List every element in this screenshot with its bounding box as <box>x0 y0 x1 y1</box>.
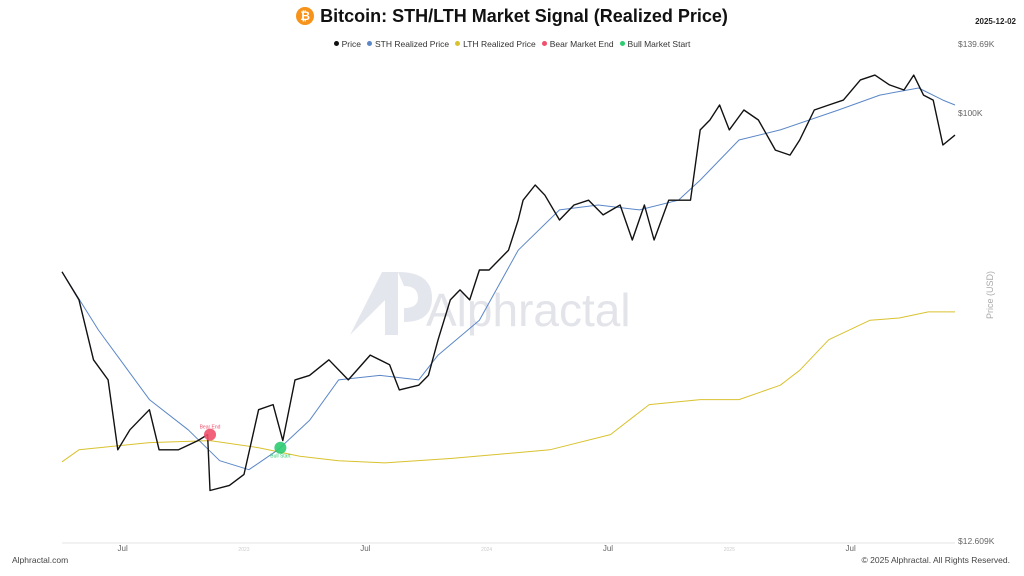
marker-label: Bear End <box>200 425 221 431</box>
watermark-logo <box>350 272 432 335</box>
x-tick-label: 2023 <box>238 547 249 553</box>
legend-item[interactable]: STH Realized Price <box>367 39 449 49</box>
legend-swatch <box>541 41 547 46</box>
legend-item[interactable]: Bear Market End <box>541 39 614 49</box>
watermark-text: Alphractal <box>426 284 631 336</box>
y-tick-label: $12.609K <box>958 536 995 546</box>
footer-site: Alphractal.com <box>12 555 69 565</box>
legend-item[interactable]: LTH Realized Price <box>455 39 536 49</box>
marker-label: Bull Start <box>270 454 291 460</box>
chart-title: ₿ Bitcoin: STH/LTH Market Signal (Realize… <box>0 6 1024 27</box>
x-tick-label: Jul <box>118 544 128 553</box>
legend-label: LTH Realized Price <box>463 39 536 49</box>
chart-date: 2025-12-02 <box>975 17 1016 26</box>
legend-item[interactable]: Price <box>333 39 361 49</box>
legend-label: STH Realized Price <box>375 39 450 49</box>
title-text: Bitcoin: STH/LTH Market Signal (Realized… <box>320 6 728 26</box>
marker-bear-market-end <box>204 428 217 441</box>
series-line-price <box>61 74 956 492</box>
legend-item[interactable]: Bull Market Start <box>619 39 691 49</box>
legend-label: Bear Market End <box>549 39 614 49</box>
x-tick-label: 2025 <box>724 547 735 553</box>
y-tick-label: $100K <box>958 108 983 118</box>
footer-copyright: © 2025 Alphractal. All Rights Reserved. <box>861 555 1010 565</box>
y-tick-label: $139.69K <box>958 39 995 49</box>
legend-label: Bull Market Start <box>627 39 691 49</box>
legend-swatch <box>333 41 339 46</box>
bitcoin-icon: ₿ <box>296 7 315 25</box>
legend-swatch <box>367 41 372 46</box>
x-tick-label: 2024 <box>481 547 492 553</box>
x-tick-label: Jul <box>603 544 613 553</box>
legend-label: Price <box>341 39 361 49</box>
series-line-sth-realized-price <box>61 87 956 471</box>
x-tick-label: Jul <box>846 544 856 553</box>
legend-swatch <box>455 41 461 46</box>
series-line-lth-realized-price <box>61 311 955 464</box>
y-axis-label: Price (USD) <box>985 271 995 319</box>
marker-bull-market-start <box>274 441 287 454</box>
x-tick-label: Jul <box>360 544 370 553</box>
legend: Price STH Realized Price LTH Realized Pric… <box>0 39 1024 49</box>
legend-swatch <box>619 41 625 46</box>
